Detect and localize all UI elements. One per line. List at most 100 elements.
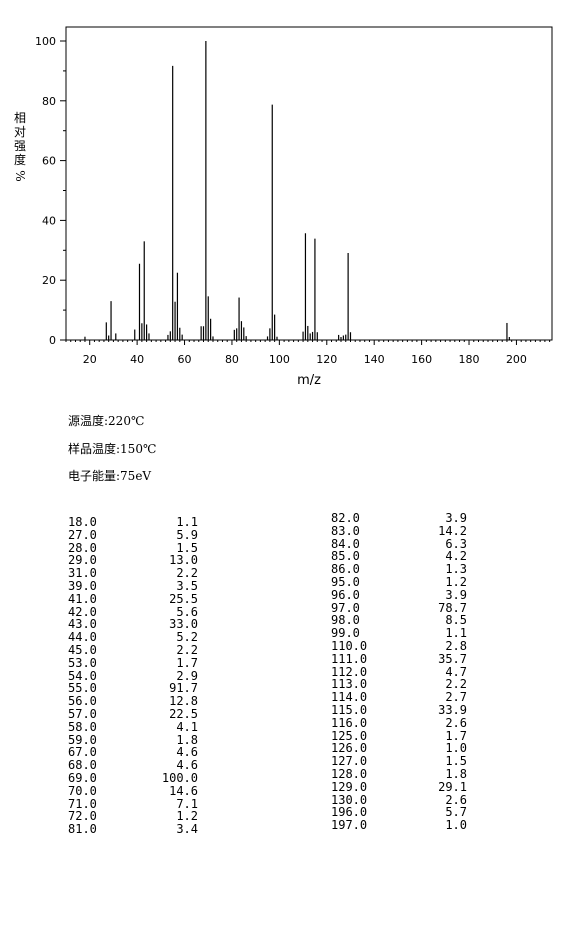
peak-mz: 116.0 bbox=[331, 715, 368, 730]
peak-abundance: 78.7 bbox=[438, 600, 467, 615]
peak-row: 84.0 6.3 bbox=[331, 536, 467, 551]
peak-abundance: 1.0 bbox=[445, 818, 467, 833]
peak-mz: 81.0 bbox=[68, 822, 97, 837]
peak-mz: 56.0 bbox=[68, 694, 97, 709]
peak-abundance: 2.6 bbox=[445, 792, 467, 807]
peak-abundance: 14.6 bbox=[169, 783, 198, 798]
peak-row: 113.0 2.2 bbox=[331, 678, 467, 691]
peak-mz: 54.0 bbox=[68, 668, 97, 683]
peak-mz: 57.0 bbox=[68, 706, 97, 721]
peak-abundance: 14.2 bbox=[438, 523, 467, 538]
peak-row: 43.0 33.0 bbox=[68, 618, 198, 631]
peak-mz: 95.0 bbox=[331, 574, 360, 589]
peak-row: 42.0 5.6 bbox=[68, 604, 198, 619]
peak-abundance: 2.7 bbox=[445, 690, 467, 705]
peak-row: 68.0 4.6 bbox=[68, 759, 198, 772]
peak-row: 129.0 29.1 bbox=[331, 779, 467, 794]
peak-mz: 127.0 bbox=[331, 754, 368, 769]
peak-mz: 59.0 bbox=[68, 732, 97, 747]
peak-abundance: 4.6 bbox=[176, 758, 198, 773]
y-axis-label-char: 对 bbox=[14, 125, 26, 139]
peak-abundance: 91.7 bbox=[169, 681, 198, 696]
y-tick-label: 40 bbox=[42, 214, 56, 227]
peak-row: 54.0 2.9 bbox=[68, 668, 198, 683]
peak-row: 41.0 25.5 bbox=[68, 591, 198, 606]
peak-row: 197.0 1.0 bbox=[331, 819, 467, 832]
source-temperature: 源温度:220℃ bbox=[68, 414, 145, 428]
x-tick-label: 160 bbox=[411, 353, 432, 366]
peak-mz: 72.0 bbox=[68, 809, 97, 824]
peak-abundance: 1.1 bbox=[445, 626, 467, 641]
peak-abundance: 33.9 bbox=[438, 702, 467, 717]
peak-row: 81.0 3.4 bbox=[68, 823, 198, 836]
peak-mz: 110.0 bbox=[331, 638, 368, 653]
peak-row: 28.0 1.5 bbox=[68, 540, 198, 555]
peak-abundance: 1.1 bbox=[176, 515, 198, 529]
peak-abundance: 2.2 bbox=[176, 566, 198, 581]
x-tick-label: 180 bbox=[459, 353, 480, 366]
peak-row: 95.0 1.2 bbox=[331, 576, 467, 589]
peak-row: 128.0 1.8 bbox=[331, 768, 467, 781]
peak-mz: 69.0 bbox=[68, 770, 97, 785]
peak-mz: 97.0 bbox=[331, 600, 360, 615]
peak-row: 114.0 2.7 bbox=[331, 691, 467, 704]
peak-row: 29.0 13.0 bbox=[68, 554, 198, 567]
peak-abundance: 2.8 bbox=[445, 638, 467, 653]
peak-table-left: 18.0 1.1 27.0 5.9 28.0 1.5 29.0 13.0 31.0 2.2 39.0… bbox=[68, 516, 198, 836]
peak-row: 70.0 14.6 bbox=[68, 783, 198, 798]
peak-abundance: 4.7 bbox=[445, 664, 467, 679]
y-axis-label-char: % bbox=[13, 170, 27, 181]
peak-row: 99.0 1.1 bbox=[331, 627, 467, 640]
peak-row: 55.0 91.7 bbox=[68, 682, 198, 695]
peak-mz: 45.0 bbox=[68, 642, 97, 657]
peak-mz: 128.0 bbox=[331, 766, 368, 781]
peak-row: 67.0 4.6 bbox=[68, 746, 198, 759]
peak-abundance: 1.7 bbox=[176, 655, 198, 670]
peak-abundance: 1.5 bbox=[445, 754, 467, 769]
x-tick-label: 140 bbox=[364, 353, 385, 366]
peak-row: 85.0 4.2 bbox=[331, 550, 467, 563]
peak-abundance: 3.9 bbox=[445, 587, 467, 602]
peak-mz: 67.0 bbox=[68, 745, 97, 760]
peak-mz: 41.0 bbox=[68, 591, 97, 606]
peak-row: 31.0 2.2 bbox=[68, 567, 198, 580]
peak-abundance: 22.5 bbox=[169, 706, 198, 721]
peak-abundance: 1.8 bbox=[445, 766, 467, 781]
peak-row: 44.0 5.2 bbox=[68, 631, 198, 644]
y-axis-label-char: 强 bbox=[14, 139, 26, 153]
peak-mz: 126.0 bbox=[331, 741, 368, 756]
peak-abundance: 2.2 bbox=[176, 642, 198, 657]
peak-mz: 58.0 bbox=[68, 719, 97, 734]
peak-row: 130.0 2.6 bbox=[331, 792, 467, 807]
peak-mz: 44.0 bbox=[68, 630, 97, 645]
peak-abundance: 13.0 bbox=[169, 553, 198, 568]
peak-abundance: 12.8 bbox=[169, 694, 198, 709]
peak-abundance: 6.3 bbox=[445, 536, 467, 551]
peak-abundance: 5.2 bbox=[176, 630, 198, 645]
peak-row: 58.0 4.1 bbox=[68, 719, 198, 734]
peak-abundance: 8.5 bbox=[445, 613, 467, 628]
peak-row: 69.0 100.0 bbox=[68, 772, 198, 785]
peak-row: 98.0 8.5 bbox=[331, 614, 467, 627]
peak-abundance: 7.1 bbox=[176, 796, 198, 811]
peak-mz: 28.0 bbox=[68, 540, 97, 555]
peak-row: 125.0 1.7 bbox=[331, 728, 467, 743]
peak-abundance: 4.1 bbox=[176, 719, 198, 734]
peak-abundance: 2.9 bbox=[176, 668, 198, 683]
peak-mz: 82.0 bbox=[331, 511, 360, 525]
y-tick-label: 60 bbox=[42, 155, 56, 168]
peak-row: 57.0 22.5 bbox=[68, 708, 198, 721]
peak-abundance: 4.2 bbox=[445, 549, 467, 564]
peak-mz: 42.0 bbox=[68, 604, 97, 619]
peak-mz: 125.0 bbox=[331, 728, 368, 743]
peak-mz: 85.0 bbox=[331, 549, 360, 564]
peak-mz: 86.0 bbox=[331, 562, 360, 577]
minor-ticks bbox=[63, 70, 551, 342]
peak-mz: 43.0 bbox=[68, 617, 97, 632]
peak-mz: 84.0 bbox=[331, 536, 360, 551]
peak-mz: 129.0 bbox=[331, 779, 368, 794]
peak-row: 110.0 2.8 bbox=[331, 640, 467, 653]
x-tick-label: 80 bbox=[225, 353, 239, 366]
peak-abundance: 1.8 bbox=[176, 732, 198, 747]
